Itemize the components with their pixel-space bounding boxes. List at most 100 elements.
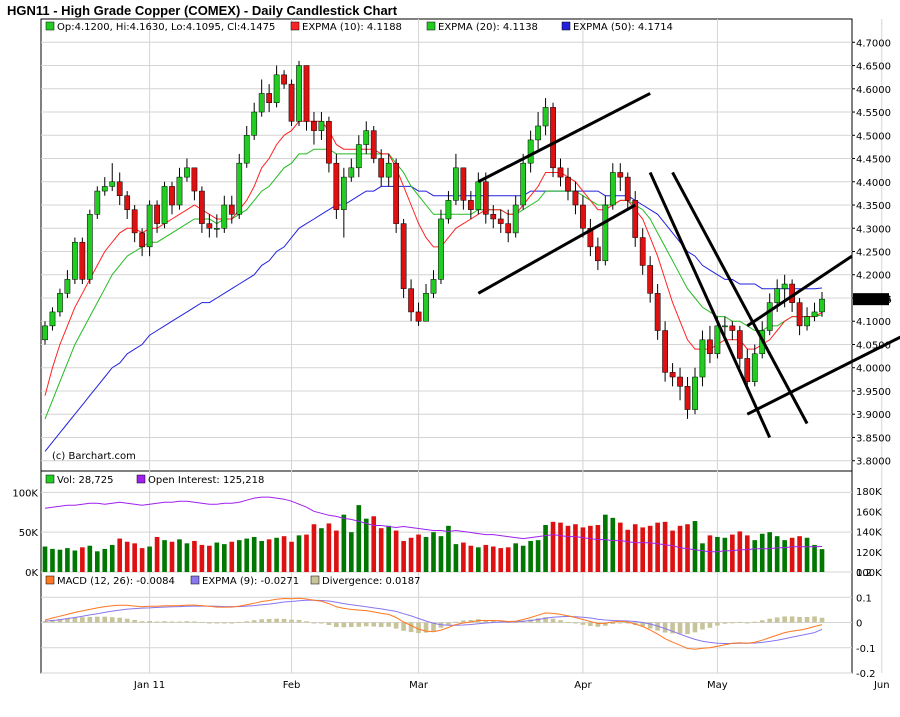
candle-up xyxy=(527,130,534,173)
candle-body xyxy=(415,311,422,322)
candle-body xyxy=(131,209,138,234)
divergence-bar xyxy=(640,622,646,627)
divergence-bar xyxy=(789,616,795,623)
candle-up xyxy=(64,270,71,298)
divergence-bar xyxy=(461,620,466,623)
divergence-bar xyxy=(102,616,108,623)
candle-down xyxy=(154,200,160,233)
legend-ohlc: Op:4.1200, Hi:4.1630, Lo:4.1095, Cl:4.14… xyxy=(57,22,275,33)
divergence-bar xyxy=(94,616,100,623)
volume-bar xyxy=(670,530,675,572)
divergence-bar xyxy=(423,622,429,633)
candle-body xyxy=(423,293,429,322)
open-interest-tick-label: 120K xyxy=(856,548,882,559)
volume-bar xyxy=(595,525,601,572)
candle-down xyxy=(796,297,803,336)
divergence-bar xyxy=(50,619,55,623)
volume-bar xyxy=(797,536,802,572)
divergence-bar xyxy=(431,622,436,632)
macd-axis: 0.2 0.1 0 -0.1 -0.2 xyxy=(856,568,876,680)
volume-bar xyxy=(154,536,160,572)
candle-body xyxy=(86,214,93,280)
open-interest-tick-label: 160K xyxy=(856,507,882,518)
divergence-bar xyxy=(819,617,825,623)
trendlines xyxy=(477,92,900,439)
candle-body xyxy=(146,204,153,248)
volume-bar xyxy=(483,544,489,572)
candle-body xyxy=(497,218,504,224)
divergence-bar xyxy=(483,619,489,623)
candle-body xyxy=(557,167,564,178)
candle-down xyxy=(169,181,175,215)
divergence-bar xyxy=(774,617,780,623)
volume-tick-label: 50K xyxy=(19,528,39,539)
candle-body xyxy=(370,130,377,159)
price-tick-label: 4.4500 xyxy=(856,155,891,166)
volume-bar xyxy=(737,531,743,572)
ema-lines xyxy=(44,120,823,452)
volume-bar xyxy=(102,548,108,572)
candle-up xyxy=(49,307,56,331)
divergence-bar xyxy=(363,622,369,627)
volume-bar xyxy=(416,534,421,572)
divergence-bar xyxy=(677,622,683,634)
candle-body xyxy=(669,372,676,378)
candle-up xyxy=(692,367,698,415)
candle-body xyxy=(236,162,243,215)
volume-bar xyxy=(266,539,272,572)
candle-down xyxy=(116,172,123,206)
divergence-bar xyxy=(797,616,802,623)
candle-down xyxy=(206,214,213,238)
divergence-bar xyxy=(490,620,496,623)
divergence-bar xyxy=(162,621,167,623)
price-tick-label: 4.6000 xyxy=(856,85,891,96)
candle-up xyxy=(109,163,116,192)
candle-body xyxy=(804,316,810,327)
candle-down xyxy=(565,167,571,201)
chart-title: HGN11 - High Grade Copper (COMEX) - Dail… xyxy=(7,3,398,18)
divergence-bar xyxy=(147,620,152,623)
divergence-bar xyxy=(236,621,242,623)
candle-up xyxy=(430,270,437,298)
volume-bar xyxy=(214,542,220,572)
volume-bar xyxy=(767,532,773,572)
volume-bar xyxy=(334,530,339,572)
volume-bar xyxy=(42,546,48,572)
volume-bar xyxy=(677,525,683,572)
candle-body xyxy=(751,353,758,382)
candle-down xyxy=(744,349,751,387)
volume-bar xyxy=(326,523,332,572)
macd-legend: MACD (12, 26): -0.0084 EXPMA (9): -0.027… xyxy=(45,575,421,587)
candle-down xyxy=(497,209,504,233)
candle-body xyxy=(400,223,407,289)
candle-body xyxy=(542,107,549,127)
legend-ema50: EXPMA (50): 4.1714 xyxy=(573,22,673,33)
volume-bar xyxy=(169,541,175,572)
price-panel xyxy=(40,18,853,472)
candle-up xyxy=(318,112,325,140)
legend-open-interest: Open Interest: 125,218 xyxy=(148,475,264,486)
trendline xyxy=(671,171,809,425)
volume-bar xyxy=(72,550,78,572)
candle-body xyxy=(176,176,183,206)
divergence-bar xyxy=(139,621,145,623)
candle-body xyxy=(550,107,556,169)
divergence-bar xyxy=(304,621,309,623)
volume-bar xyxy=(363,518,369,572)
volume-legend: Vol: 28,725 Open Interest: 125,218 xyxy=(45,474,264,486)
candle-down xyxy=(587,218,594,257)
divergence-bar xyxy=(199,621,205,623)
volume-bar xyxy=(65,548,70,572)
candle-body xyxy=(811,311,818,317)
candle-down xyxy=(288,79,295,126)
candle-down xyxy=(580,195,586,238)
divergence-bar xyxy=(214,622,220,624)
macd-line xyxy=(44,597,823,650)
candle-down xyxy=(654,284,661,340)
divergence-bar xyxy=(334,622,339,628)
candle-body xyxy=(766,302,773,331)
candle-body xyxy=(467,200,474,210)
candle-up xyxy=(751,344,758,387)
divergence-bar xyxy=(692,622,698,633)
divergence-bar xyxy=(229,622,235,624)
